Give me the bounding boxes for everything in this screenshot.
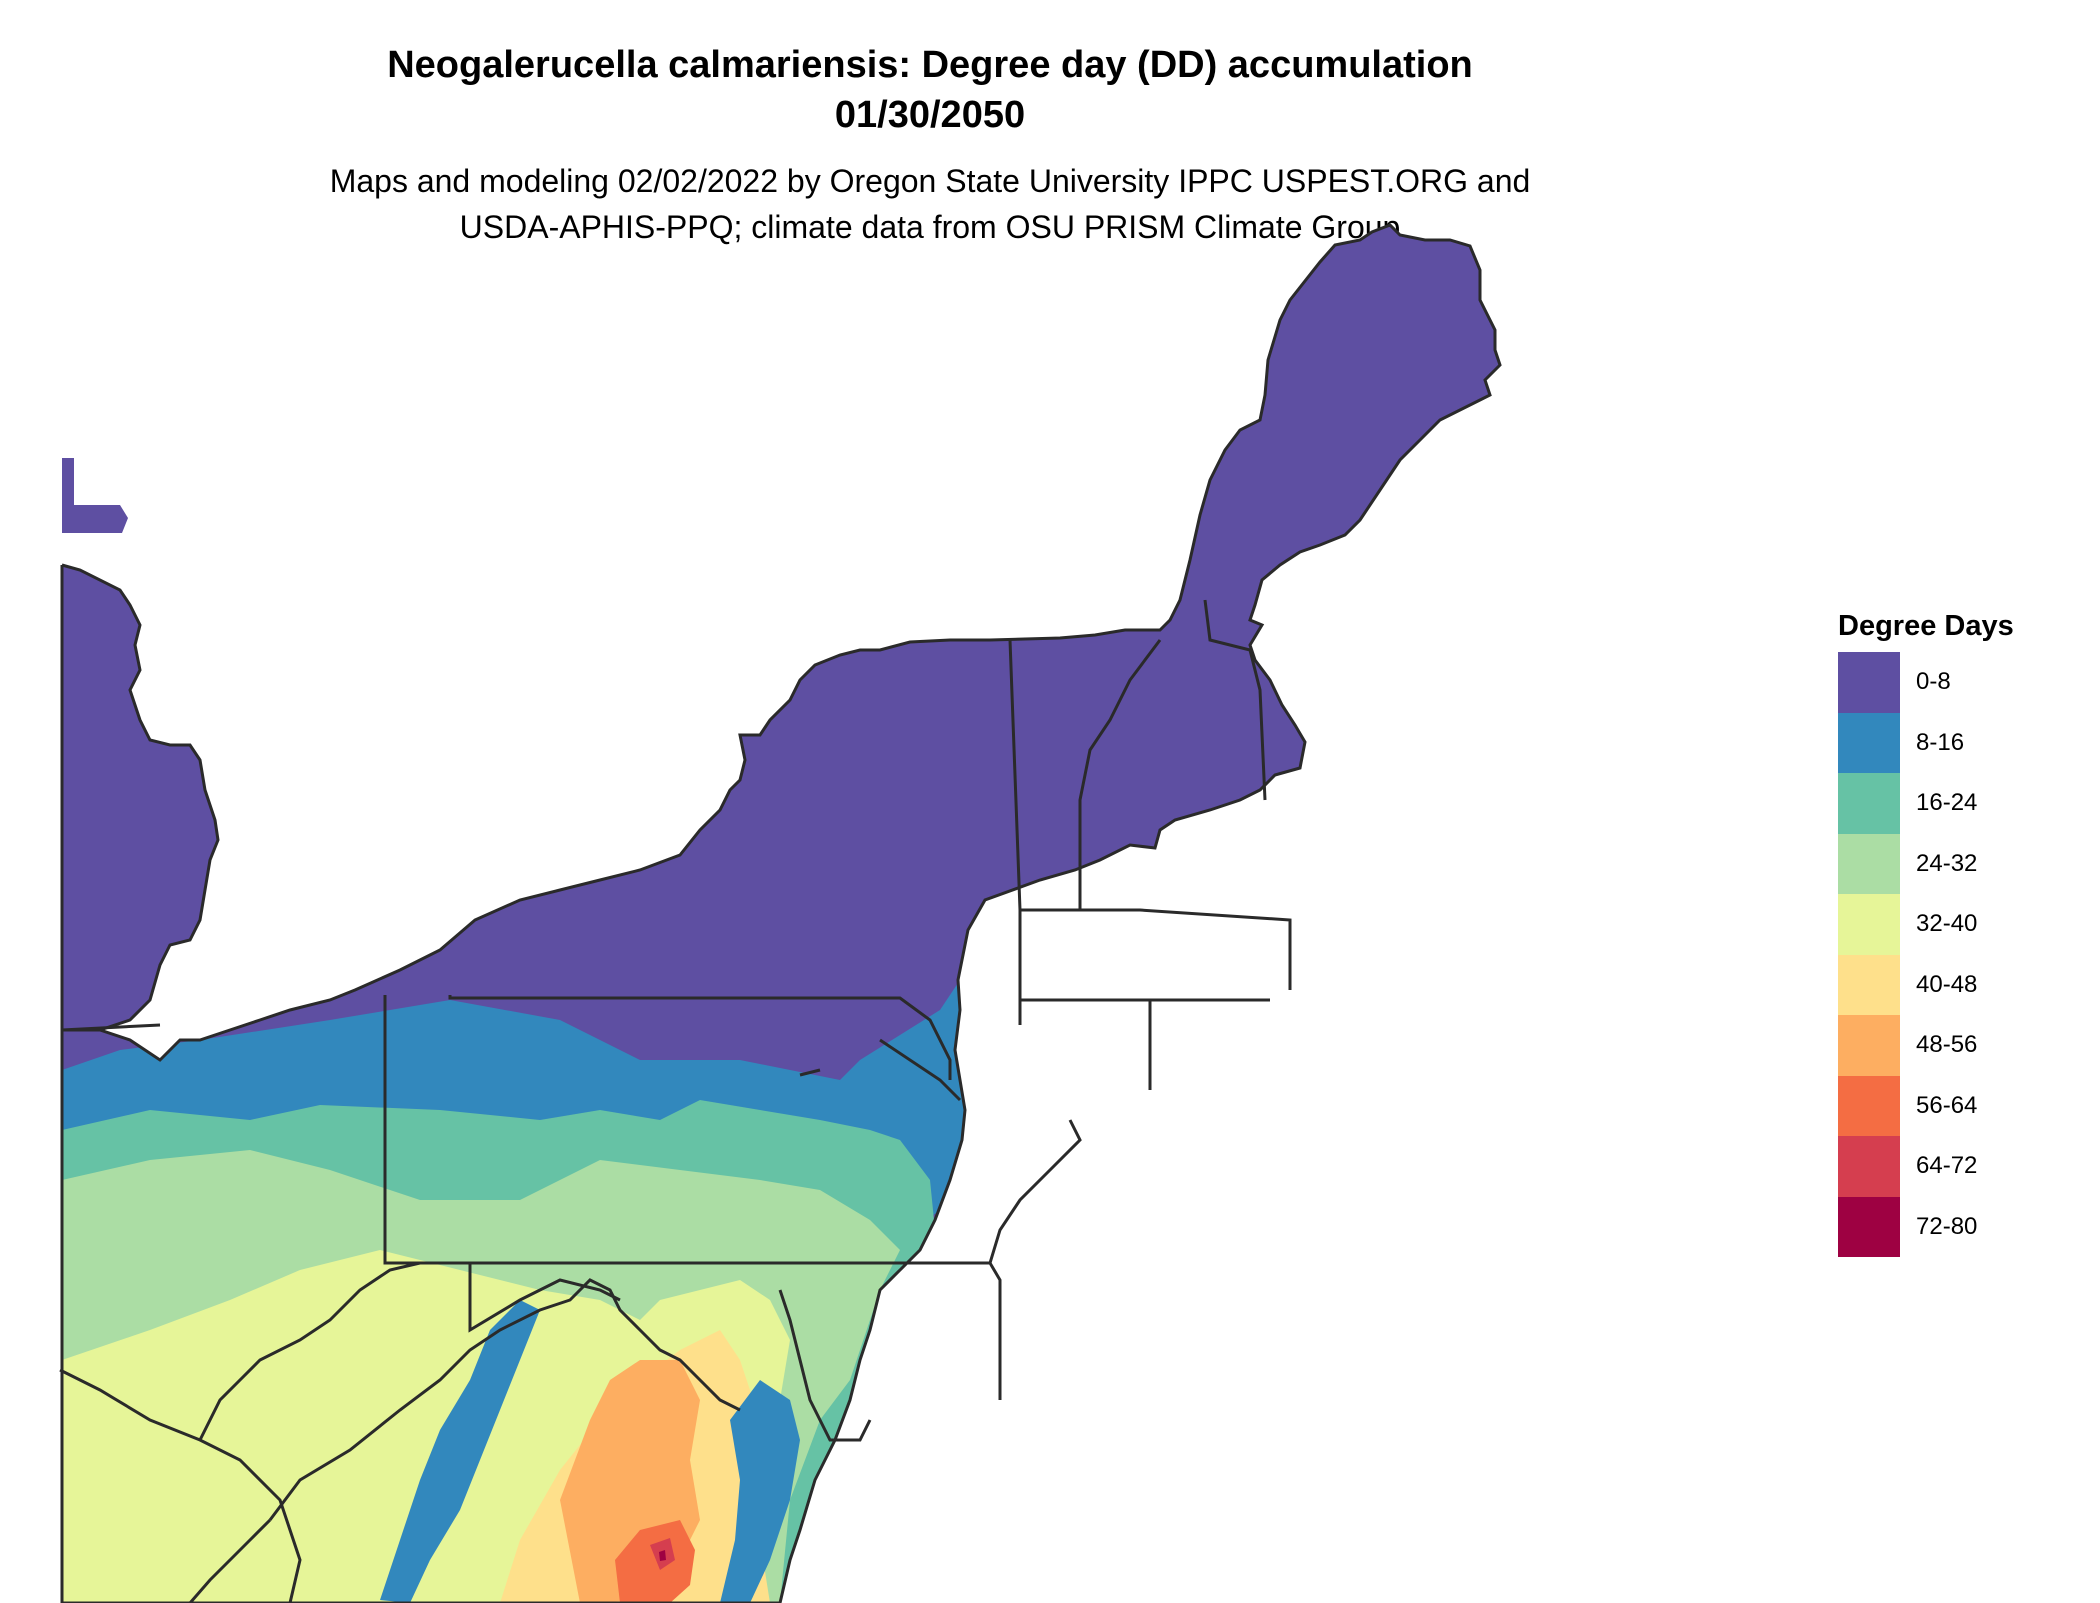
legend-item: 48-56 bbox=[1838, 1015, 2088, 1076]
legend-item: 72-80 bbox=[1838, 1196, 2088, 1257]
legend-swatch bbox=[1838, 833, 1900, 894]
legend-swatch bbox=[1838, 1136, 1900, 1197]
legend-label: 8-16 bbox=[1916, 728, 1965, 756]
legend-item: 24-32 bbox=[1838, 833, 2088, 894]
legend-swatch bbox=[1838, 773, 1900, 834]
legend-item: 8-16 bbox=[1838, 712, 2088, 773]
map-date: 01/30/2050 bbox=[834, 94, 1026, 136]
legend-label: 24-32 bbox=[1916, 849, 1978, 877]
map-title: Neogalerucella calmariensis: Degree day … bbox=[387, 44, 1473, 86]
legend-label: 32-40 bbox=[1916, 910, 1978, 938]
legend-item: 56-64 bbox=[1838, 1075, 2088, 1136]
legend-item: 16-24 bbox=[1838, 773, 2088, 834]
legend-item: 0-8 bbox=[1838, 652, 2088, 713]
legend-label: 40-48 bbox=[1916, 970, 1978, 998]
legend-swatch bbox=[1838, 712, 1900, 773]
legend-label: 72-80 bbox=[1916, 1212, 1978, 1240]
legend-swatch bbox=[1838, 1196, 1900, 1257]
legend-label: 64-72 bbox=[1916, 1152, 1978, 1180]
legend-label: 16-24 bbox=[1916, 789, 1978, 817]
legend-swatch bbox=[1838, 954, 1900, 1015]
legend-item: 40-48 bbox=[1838, 954, 2088, 1015]
legend-rows: 0-8 8-16 16-24 24-32 32-40 40-48 48-56 56-64 64-… bbox=[1838, 652, 2088, 1257]
map-credits-line-1: Maps and modeling 02/02/2022 by Oregon S… bbox=[329, 163, 1531, 199]
legend-title: Degree Days bbox=[1838, 610, 2014, 642]
legend-item: 32-40 bbox=[1838, 894, 2088, 955]
legend-label: 48-56 bbox=[1916, 1031, 1978, 1059]
legend-swatch bbox=[1838, 652, 1900, 713]
legend-label: 56-64 bbox=[1916, 1091, 1978, 1119]
legend-swatch bbox=[1838, 1075, 1900, 1136]
legend-label: 0-8 bbox=[1916, 668, 1951, 696]
map-credits-line-2: USDA-APHIS-PPQ; climate data from OSU PR… bbox=[459, 209, 1401, 245]
legend-swatch bbox=[1838, 1015, 1900, 1076]
legend: Degree Days 0-8 8-16 16-24 24-32 32-40 40-48 4… bbox=[1838, 606, 2088, 1257]
legend-item: 64-72 bbox=[1838, 1136, 2088, 1197]
legend-swatch bbox=[1838, 894, 1900, 955]
